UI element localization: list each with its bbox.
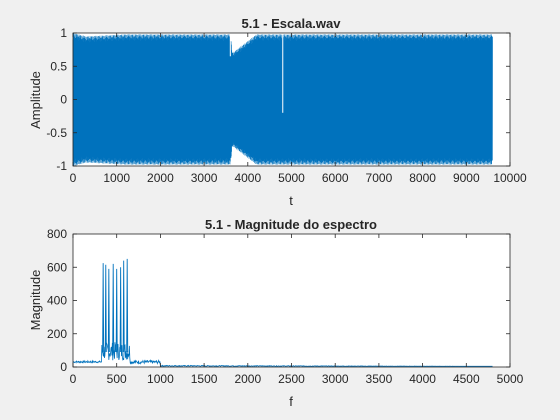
waveform-ytick-label: 0.5 <box>50 59 67 73</box>
waveform-xtick-label: 5000 <box>278 171 305 185</box>
waveform-xtick-label: 2000 <box>147 171 174 185</box>
waveform-ytick-label: 0 <box>60 93 67 107</box>
spectrum-peak <box>104 264 107 353</box>
spectrum-peak <box>102 263 105 353</box>
waveform-ylabel: Amplitude <box>28 71 43 129</box>
spectrum-xtick-label: 500 <box>107 372 127 386</box>
spectrum-yticks: 0 200 400 600 800 <box>47 227 510 374</box>
spectrum-peak <box>115 268 118 353</box>
spectrum-ytick-label: 0 <box>60 360 67 374</box>
spectrum-title: 5.1 - Magnitude do espectro <box>205 217 377 232</box>
waveform-plot <box>72 33 493 166</box>
spectrum-xtick-label: 3500 <box>366 372 393 386</box>
waveform-xtick-label: 7000 <box>366 171 393 185</box>
spectrum-ylabel: Magnitude <box>28 270 43 331</box>
spectrum-ytick-label: 600 <box>47 260 67 274</box>
waveform-xtick-label: 1000 <box>103 171 130 185</box>
spectrum-xtick-label: 3000 <box>322 372 349 386</box>
waveform-xtick-label: 4000 <box>234 171 261 185</box>
waveform-xtick-label: 6000 <box>322 171 349 185</box>
spectrum-xticks: 0 500 1000 1500 2000 2500 3000 3500 4000 4500 5000 <box>70 234 524 386</box>
waveform-ytick-label: -1 <box>56 159 67 173</box>
spectrum-peak <box>107 268 110 353</box>
axes-spectrum-background <box>73 234 510 367</box>
axes-waveform: 0 1000 2000 3000 4000 5000 6000 7000 8000 9000 100… <box>28 16 527 208</box>
spectrum-peak <box>122 260 125 353</box>
spectrum-xtick-label: 2000 <box>234 372 261 386</box>
spectrum-peak <box>119 267 122 353</box>
waveform-yticks: -1 -0.5 0 0.5 1 <box>46 26 510 173</box>
waveform-xticks: 0 1000 2000 3000 4000 5000 6000 7000 8000 9000 100… <box>70 33 527 185</box>
spectrum-xtick-label: 4500 <box>453 372 480 386</box>
spectrum-ytick-label: 400 <box>47 294 67 308</box>
spectrum-ytick-label: 800 <box>47 227 67 241</box>
spectrum-ytick-label: 200 <box>47 327 67 341</box>
axes-spectrum: 0 500 1000 1500 2000 2500 3000 3500 4000 4500 5000… <box>28 217 524 409</box>
waveform-xtick-label: 9000 <box>453 171 480 185</box>
waveform-xtick-label: 10000 <box>493 171 527 185</box>
waveform-title: 5.1 - Escala.wav <box>241 16 341 31</box>
spectrum-xtick-label: 4000 <box>409 372 436 386</box>
spectrum-peak <box>126 258 129 353</box>
waveform-xlabel: t <box>289 193 293 208</box>
waveform-ytick-label: 1 <box>60 26 67 40</box>
spectrum-peak <box>112 263 115 353</box>
waveform-xtick-label: 0 <box>70 171 77 185</box>
waveform-ytick-label: -0.5 <box>46 126 67 140</box>
waveform-xtick-label: 3000 <box>191 171 218 185</box>
spectrum-xtick-label: 2500 <box>278 372 305 386</box>
spectrum-xtick-label: 5000 <box>497 372 524 386</box>
spectrum-xtick-label: 0 <box>70 372 77 386</box>
spectrum-xtick-label: 1000 <box>147 372 174 386</box>
spectrum-xlabel: f <box>289 394 293 409</box>
waveform-xtick-label: 8000 <box>409 171 436 185</box>
spectrum-xtick-label: 1500 <box>191 372 218 386</box>
